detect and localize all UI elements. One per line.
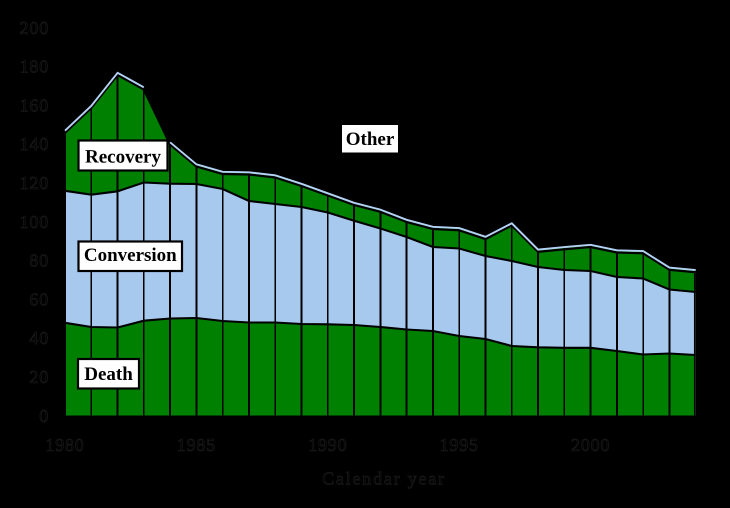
svg-text:1995: 1995: [440, 435, 479, 455]
svg-text:1990: 1990: [308, 435, 347, 455]
svg-text:Other: Other: [346, 129, 395, 150]
svg-text:Recovery: Recovery: [85, 147, 161, 168]
svg-text:1980: 1980: [45, 435, 84, 455]
svg-text:20: 20: [29, 367, 49, 387]
svg-text:Conversion: Conversion: [84, 245, 177, 266]
svg-text:200: 200: [20, 18, 49, 38]
svg-text:80: 80: [29, 251, 49, 271]
svg-text:Calendar year: Calendar year: [322, 469, 446, 489]
svg-text:Death: Death: [84, 364, 133, 385]
svg-text:180: 180: [20, 57, 49, 77]
svg-text:40: 40: [29, 328, 49, 348]
svg-text:160: 160: [20, 95, 49, 115]
svg-text:140: 140: [20, 134, 49, 154]
svg-text:100: 100: [20, 212, 49, 232]
svg-text:1985: 1985: [177, 435, 216, 455]
svg-text:0: 0: [39, 406, 49, 426]
svg-text:60: 60: [29, 289, 49, 309]
svg-text:120: 120: [20, 173, 49, 193]
svg-text:2000: 2000: [571, 435, 610, 455]
